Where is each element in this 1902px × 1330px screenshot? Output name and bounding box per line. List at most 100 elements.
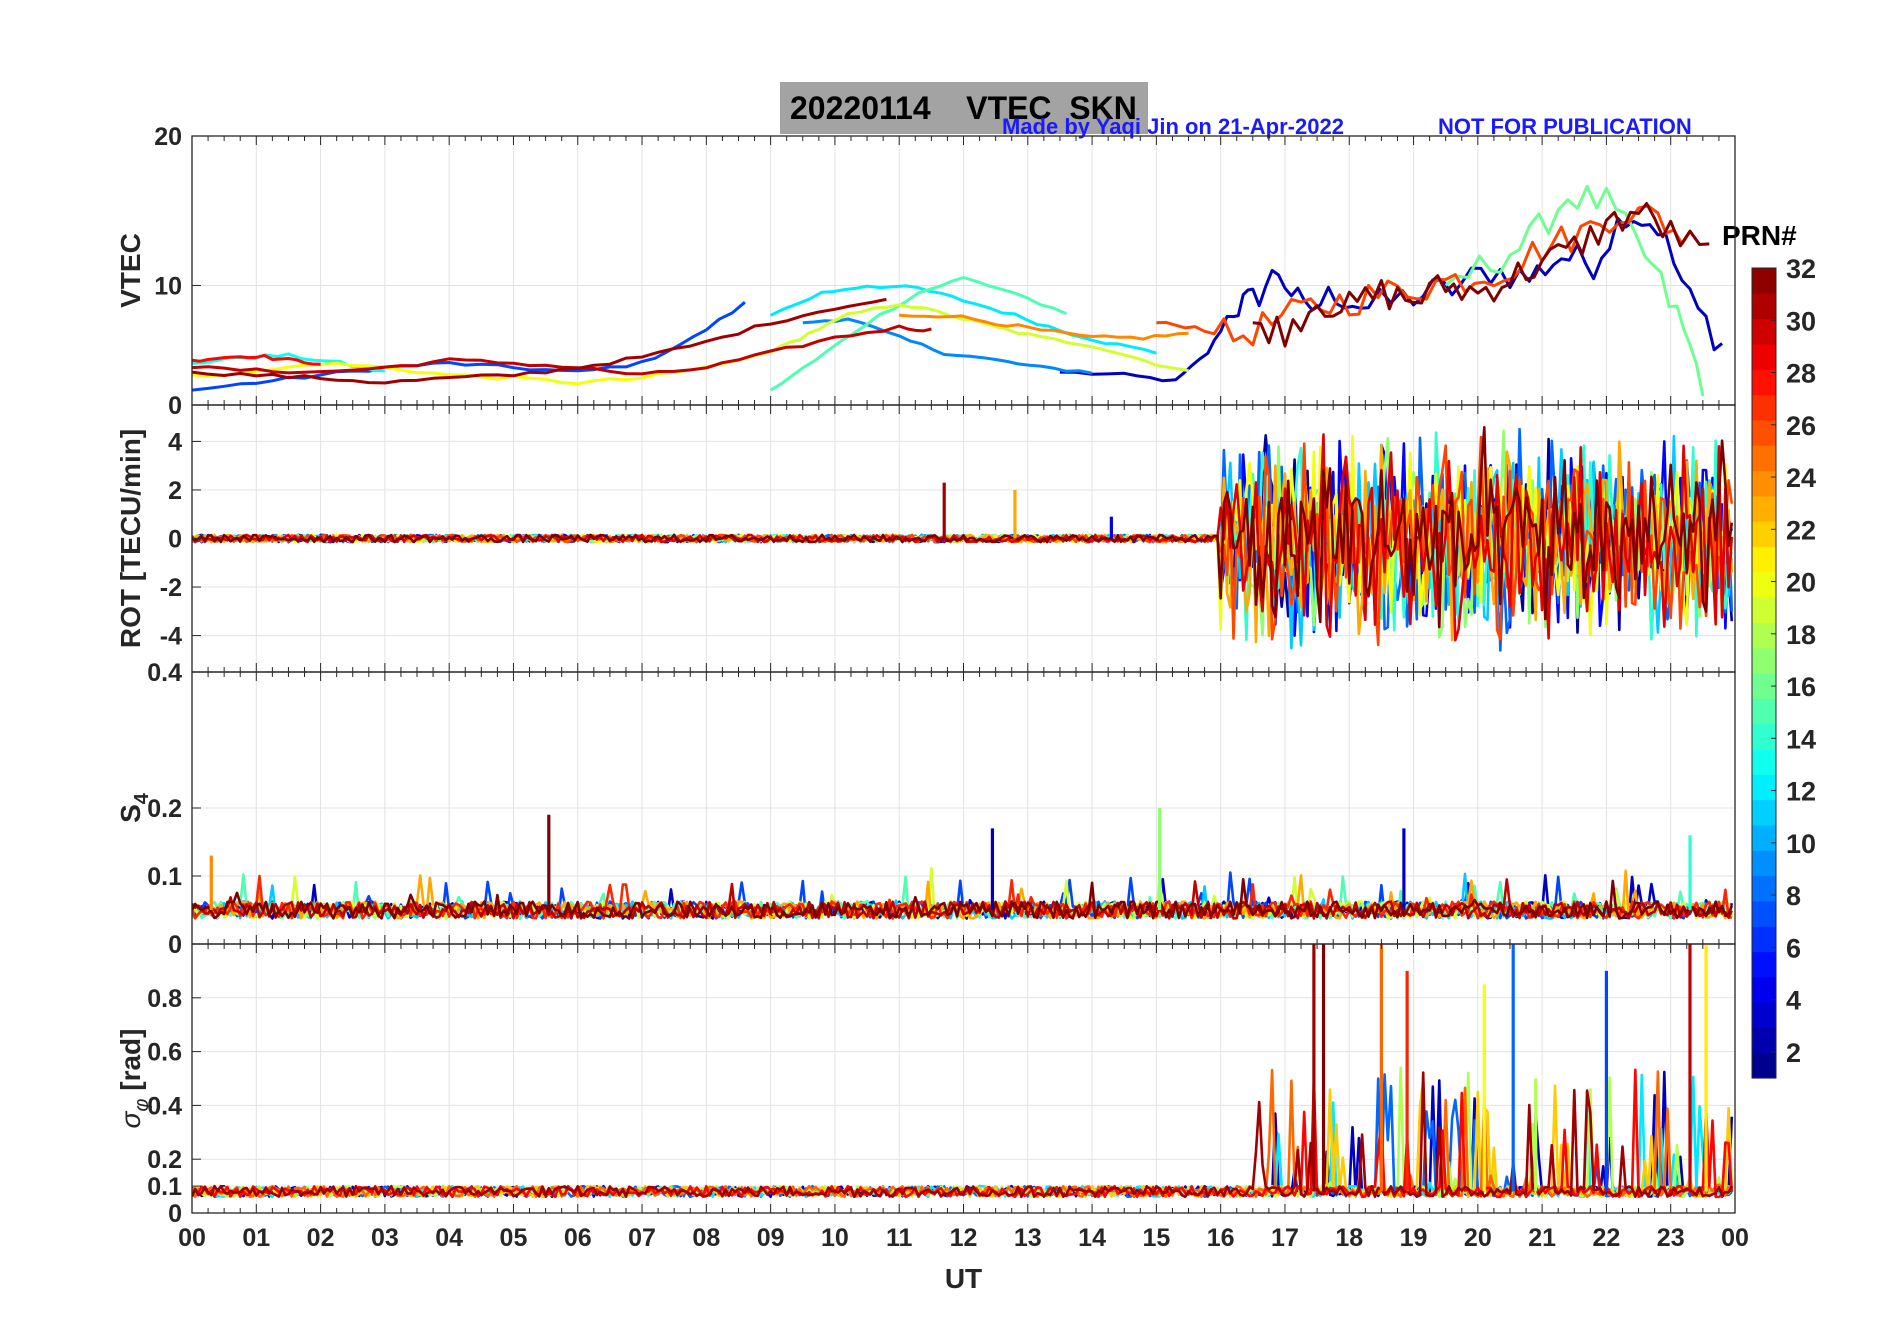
y-tick-label: -2 <box>160 574 182 602</box>
x-tick-label: 10 <box>821 1224 849 1252</box>
colorbar-tick-label: 18 <box>1786 620 1816 650</box>
title-date: 20220114 <box>790 90 931 126</box>
panel-rot: -4 -2 0 2 4 0 ROT [TECU/min] <box>115 392 1736 673</box>
y-axis-label-sigma: σ <box>115 1110 146 1128</box>
y-axis-label: VTEC <box>115 233 146 308</box>
colorbar-tick-label: 8 <box>1786 881 1801 911</box>
y-tick-label: 20 <box>154 123 182 151</box>
x-tick-label: 21 <box>1528 1224 1556 1252</box>
vtec-line-prn-9 <box>802 317 1093 375</box>
y-tick-label: 2 <box>168 477 182 505</box>
sigma_phi-trace-prn-3 <box>192 1070 1734 1199</box>
y-tick-label: 0 <box>168 931 182 959</box>
y-tick-label: 0 <box>168 392 182 420</box>
colorbar-tick-label: 12 <box>1786 777 1816 807</box>
colorbar-band <box>1752 976 1776 1003</box>
sigma_phi-trace-prn-25 <box>192 1068 1733 1199</box>
vtec-line-prn-26 <box>1156 204 1692 347</box>
rot-trace-prn-32 <box>192 426 1734 629</box>
colorbar-tick-label: 24 <box>1786 463 1816 493</box>
colorbar-band <box>1752 1052 1776 1079</box>
x-tick-label: 17 <box>1271 1224 1299 1252</box>
y-tick-label: 4 <box>168 428 182 456</box>
y-tick-label: 10 <box>154 272 182 300</box>
s4-trace-prn-32 <box>192 878 1734 920</box>
x-tick-label: 06 <box>564 1224 592 1252</box>
vtec-line-prn-28 <box>192 353 321 366</box>
y-axis-label-unit: [rad] <box>115 1029 146 1099</box>
colorbar-frame <box>1751 267 1777 1079</box>
panel-series <box>192 808 1734 920</box>
not-for-publication-note: NOT FOR PUBLICATION <box>1438 114 1692 139</box>
y-tick-label: 0 <box>168 1200 182 1228</box>
vtec-line-prn-15 <box>769 276 1067 392</box>
sigma_phi-trace-prn-31 <box>192 1071 1733 1199</box>
colorbar-band <box>1752 799 1776 826</box>
colorbar-band <box>1752 445 1776 472</box>
colorbar-tick-label: 14 <box>1786 724 1816 754</box>
colorbar-band <box>1752 1027 1776 1054</box>
x-tick-label: 20 <box>1464 1224 1492 1252</box>
made-by-note: Made by Yaqi Jin on 21-Apr-2022 <box>1002 114 1344 139</box>
colorbar-band <box>1752 824 1776 851</box>
vtec-line-prn-32 <box>1252 202 1710 348</box>
colorbar-tick-label: 16 <box>1786 672 1816 702</box>
x-tick-label: 03 <box>371 1224 399 1252</box>
colorbar-band <box>1752 748 1776 775</box>
x-tick-label: 04 <box>435 1224 463 1252</box>
colorbar-band <box>1752 926 1776 953</box>
colorbar-tick-label: 26 <box>1786 411 1816 441</box>
colorbar-band <box>1752 951 1776 978</box>
colorbar-band <box>1752 622 1776 649</box>
sigma_phi-trace-prn-8 <box>192 1073 1733 1199</box>
figure-title: 20220114 VTEC SKN <box>790 90 1137 127</box>
colorbar-tick-label: 2 <box>1786 1038 1801 1068</box>
y-tick-label: 0.4 <box>147 1092 182 1120</box>
y-tick-label: 0.2 <box>147 795 182 823</box>
x-tick-label: 22 <box>1593 1224 1621 1252</box>
colorbar-band <box>1752 875 1776 902</box>
x-tick-label: 12 <box>950 1224 978 1252</box>
x-tick-label: 07 <box>628 1224 656 1252</box>
x-tick-label: 18 <box>1335 1224 1363 1252</box>
panel-series <box>192 944 1734 1199</box>
vtec-line-prn-12 <box>769 284 1157 355</box>
x-tick-label: 08 <box>692 1224 720 1252</box>
colorbar-tick-label: 28 <box>1786 359 1816 389</box>
colorbar-band <box>1752 293 1776 320</box>
colorbar-band <box>1752 1002 1776 1028</box>
colorbar-tick-label: 30 <box>1786 306 1816 336</box>
x-tick-label: 14 <box>1078 1224 1106 1252</box>
title-station: SKN <box>1069 90 1137 126</box>
y-axis-label-subscript: 4 <box>131 792 153 804</box>
x-tick-label: 09 <box>757 1224 785 1252</box>
colorbar-band <box>1752 521 1776 548</box>
vtec-line-prn-31 <box>192 297 887 385</box>
vtec-line-prn-3 <box>1059 216 1724 383</box>
y-tick-label: 0 <box>168 526 182 554</box>
vtec-line-prn-16 <box>1444 184 1705 397</box>
x-tick-label: 23 <box>1657 1224 1685 1252</box>
colorbar-band <box>1752 698 1776 725</box>
sigma_phi-trace-prn-18 <box>192 1066 1733 1199</box>
colorbar-tick-label: 10 <box>1786 829 1816 859</box>
colorbar-tick-label: 4 <box>1786 986 1801 1016</box>
sigma_phi-trace-prn-12 <box>192 1073 1733 1199</box>
y-tick-label: 0.8 <box>147 985 182 1013</box>
panel-vtec: 10 20 VTEC <box>115 123 1736 406</box>
x-tick-label: 16 <box>1207 1224 1235 1252</box>
colorbar-band <box>1752 470 1776 497</box>
colorbar-band <box>1752 900 1776 927</box>
colorbar-band <box>1752 318 1776 345</box>
x-tick-label: 15 <box>1142 1224 1170 1252</box>
colorbar-tick-label: 20 <box>1786 568 1816 598</box>
y-tick-label: 0.2 <box>147 1146 182 1174</box>
y-axis-label: ROT [TECU/min] <box>115 429 146 648</box>
colorbar-band <box>1752 394 1776 421</box>
colorbar-band <box>1752 774 1776 801</box>
panel-series <box>192 184 1724 397</box>
colorbar-band <box>1752 495 1776 522</box>
title-product: VTEC <box>966 90 1052 126</box>
